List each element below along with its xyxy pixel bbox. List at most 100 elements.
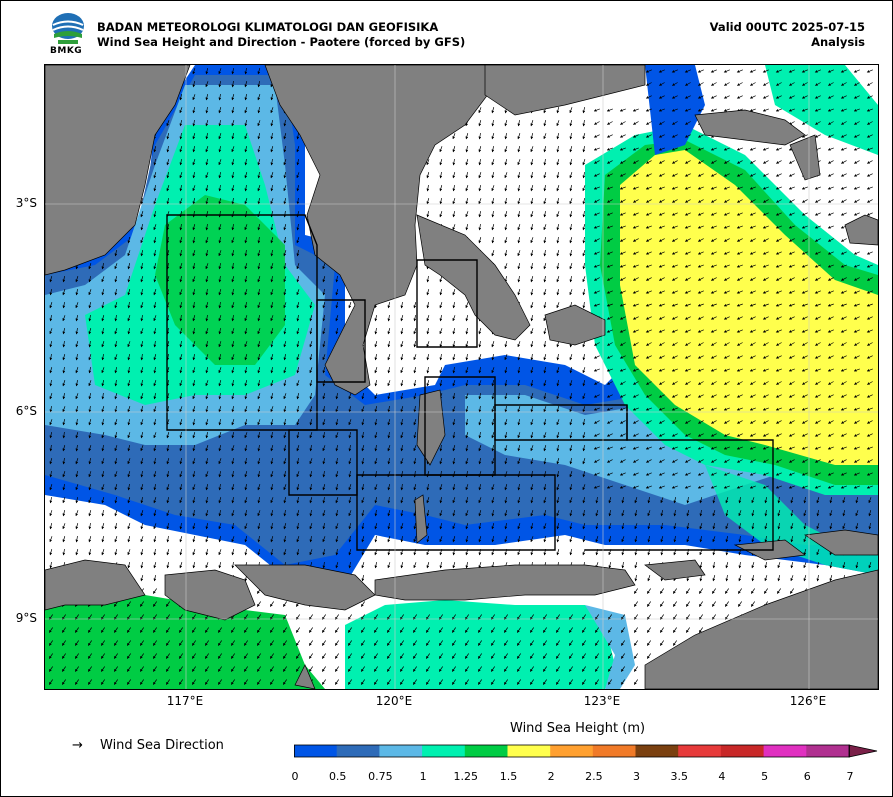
wind-arrow [543,197,547,205]
wind-arrow [788,108,795,112]
wind-arrow [853,212,860,216]
wind-arrow [218,132,222,140]
wind-arrow [723,199,730,203]
wind-arrow [582,146,586,153]
wind-arrow [582,172,586,179]
wind-arrow [153,211,157,218]
wind-arrow [283,119,287,127]
wind-arrow [140,198,144,205]
wind-arrow [749,212,756,216]
direction-legend-label: Wind Sea Direction [100,738,224,753]
wind-arrow [244,197,248,205]
wind-arrow [593,134,600,138]
wind-arrow [569,159,573,166]
wind-arrow [530,224,534,231]
wind-arrow [530,171,534,179]
colorbar-segment [763,745,807,757]
wind-arrow [530,159,534,166]
wind-arrow [465,159,469,166]
wind-arrow [710,199,717,203]
wind-arrow [593,186,600,190]
wind-arrow [853,173,860,177]
wind-arrow [840,160,847,164]
wind-arrow [606,108,613,112]
wind-arrow [788,95,795,99]
wind-arrow [645,69,652,73]
wind-arrow [840,121,847,125]
wind-arrow [244,106,248,114]
wind-arrow [478,120,482,127]
wind-arrow [192,172,196,179]
wind-arrow [775,212,782,216]
wind-arrow [866,186,873,190]
wind-arrow [465,133,469,140]
wind-arrow [465,211,469,218]
wave-map [45,65,878,689]
wind-arrow [775,95,782,99]
wind-arrow [645,82,652,86]
wind-arrow [684,121,691,125]
product-title: Wind Sea Height and Direction - Paotere … [97,35,466,49]
wind-arrow [491,210,495,218]
wind-arrow [736,95,743,99]
wind-arrow [231,68,235,75]
wind-arrow [827,69,834,73]
colorbar-segment [678,745,722,757]
colorbar-title: Wind Sea Height (m) [510,721,646,736]
wind-arrow [179,94,183,101]
wind-arrow [556,184,560,192]
wind-arrow [736,82,743,86]
wind-arrow [179,120,183,127]
wind-arrow [530,198,534,205]
wind-arrow [684,147,691,151]
wind-arrow [543,120,547,127]
wind-arrow [697,69,704,73]
colorbar-segment [464,745,508,757]
wind-arrow [582,185,586,192]
wind-arrow [569,146,573,153]
wind-arrow [504,211,508,218]
wind-arrow [478,211,482,218]
wind-arrow [166,133,170,140]
wind-arrow [853,108,860,112]
wind-arrow [684,212,691,216]
wind-arrow [465,198,469,205]
wind-arrow [697,160,704,164]
wind-arrow [632,108,639,112]
wind-arrow [697,82,704,86]
wind-arrow [426,211,430,218]
wind-arrow [645,121,652,125]
wind-arrow [192,81,196,88]
wind-arrow [452,172,456,179]
bmkg-logo [52,13,84,44]
colorbar-segment [422,745,466,757]
wind-arrow [827,95,834,99]
wind-arrow [504,224,508,231]
wind-arrow [296,223,300,231]
wind-arrow [710,95,717,99]
wind-arrow [619,212,626,216]
wind-arrow [504,197,508,205]
wind-arrow [270,158,274,166]
wind-arrow [192,224,196,231]
wind-arrow [153,158,157,166]
wind-arrow [426,172,430,179]
wind-arrow [775,147,782,151]
wind-arrow [296,159,300,166]
wind-arrow [179,107,183,114]
wind-arrow [840,199,847,203]
wind-arrow [296,145,300,153]
wind-arrow [840,186,847,190]
wind-arrow [283,198,287,205]
wind-arrow [762,212,769,216]
wind-arrow [645,173,652,177]
wind-arrow [697,199,704,203]
colorbar [294,744,878,758]
wind-arrow [270,107,274,114]
wind-arrow [606,134,613,138]
wind-arrow [619,186,626,190]
wind-arrow [569,211,573,218]
wind-arrow [853,147,860,151]
wind-arrow [619,108,626,112]
wind-arrow [452,146,456,153]
